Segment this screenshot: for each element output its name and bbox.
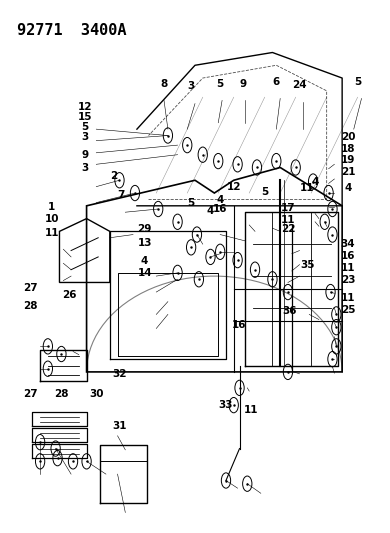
Text: 25: 25: [341, 305, 355, 315]
Text: 11: 11: [281, 215, 295, 225]
Text: 5: 5: [216, 78, 224, 88]
Text: 19: 19: [341, 156, 355, 165]
Text: 32: 32: [112, 369, 127, 378]
Text: 27: 27: [23, 282, 38, 293]
Text: 28: 28: [54, 389, 69, 399]
Text: 16: 16: [341, 251, 355, 261]
Text: 35: 35: [300, 261, 315, 270]
Text: 30: 30: [89, 389, 103, 399]
Text: 3: 3: [188, 81, 195, 91]
Text: 11: 11: [44, 228, 59, 238]
Text: 26: 26: [62, 289, 76, 300]
Text: 4: 4: [311, 176, 319, 187]
Text: 28: 28: [23, 301, 38, 311]
Text: 4: 4: [141, 256, 148, 266]
Text: 34: 34: [340, 239, 355, 249]
Text: 16: 16: [232, 320, 247, 330]
Text: 17: 17: [281, 203, 295, 213]
Text: 10: 10: [44, 214, 59, 224]
Text: 31: 31: [112, 421, 127, 431]
Text: 4: 4: [344, 183, 352, 193]
Text: 3: 3: [81, 132, 88, 142]
Text: 12: 12: [77, 102, 92, 112]
Text: 3: 3: [81, 164, 88, 173]
Text: 11: 11: [341, 293, 355, 303]
Text: 5: 5: [354, 77, 361, 87]
Text: 5: 5: [81, 122, 88, 132]
Text: 92771  3400A: 92771 3400A: [17, 22, 126, 38]
Text: 20: 20: [341, 132, 355, 142]
Text: 36: 36: [283, 305, 297, 316]
Text: 13: 13: [137, 238, 152, 248]
Text: 9: 9: [81, 150, 88, 160]
Text: 15: 15: [77, 112, 92, 122]
Text: 11: 11: [244, 405, 259, 415]
Text: 12: 12: [227, 182, 241, 192]
Text: 24: 24: [292, 79, 307, 90]
Text: 22: 22: [281, 224, 295, 235]
Text: 11: 11: [300, 183, 315, 193]
Text: 21: 21: [341, 167, 355, 177]
Text: 33: 33: [218, 400, 232, 410]
Text: 23: 23: [341, 274, 355, 285]
Text: 8: 8: [160, 78, 168, 88]
Text: 6: 6: [273, 77, 280, 87]
Text: 7: 7: [118, 190, 125, 200]
Text: 27: 27: [23, 389, 38, 399]
Text: 5: 5: [188, 198, 195, 208]
Text: 2: 2: [110, 172, 117, 181]
Text: 4: 4: [216, 195, 224, 205]
Text: 14: 14: [137, 268, 152, 278]
Text: 18: 18: [341, 144, 355, 154]
Text: 4: 4: [207, 206, 214, 216]
Text: 16: 16: [213, 204, 227, 214]
Text: 9: 9: [240, 78, 247, 88]
Text: 5: 5: [261, 187, 268, 197]
Text: 29: 29: [137, 224, 152, 235]
Text: 11: 11: [341, 263, 355, 273]
Text: 1: 1: [48, 202, 55, 212]
